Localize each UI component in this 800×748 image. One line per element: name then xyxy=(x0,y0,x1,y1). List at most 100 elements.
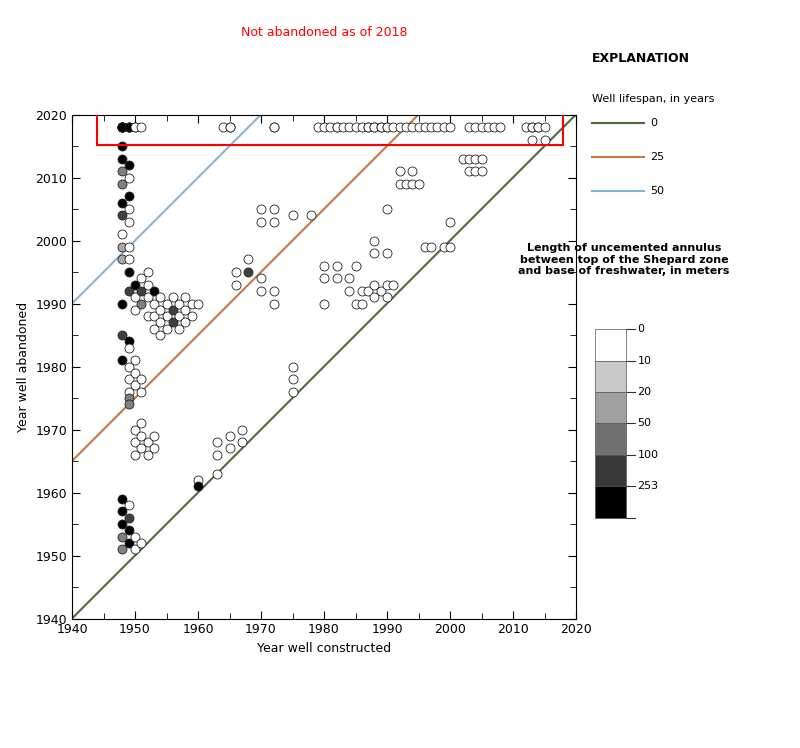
Point xyxy=(494,121,507,133)
Point xyxy=(368,279,381,291)
Point xyxy=(374,285,387,297)
Point xyxy=(142,266,154,278)
Point xyxy=(286,361,299,373)
Point xyxy=(116,121,129,133)
Point xyxy=(135,272,148,284)
Point xyxy=(116,329,129,341)
Point xyxy=(519,121,532,133)
Point xyxy=(406,121,418,133)
Point xyxy=(147,442,160,454)
Point xyxy=(173,310,186,322)
Point xyxy=(154,304,166,316)
Point xyxy=(399,178,412,190)
Point xyxy=(122,171,135,183)
Point xyxy=(179,316,192,328)
Point xyxy=(412,178,425,190)
Point xyxy=(236,423,249,435)
Point xyxy=(129,121,142,133)
Point xyxy=(116,543,129,555)
Point xyxy=(406,165,418,177)
Point xyxy=(147,322,160,334)
Point xyxy=(526,121,538,133)
Point xyxy=(122,524,135,536)
Text: 20: 20 xyxy=(638,387,652,397)
Point xyxy=(129,436,142,448)
Point xyxy=(374,121,387,133)
Point xyxy=(116,121,129,133)
Point xyxy=(129,367,142,378)
Point xyxy=(381,203,394,215)
Point xyxy=(116,493,129,505)
Point xyxy=(368,291,381,303)
Text: 10: 10 xyxy=(638,355,651,366)
Point xyxy=(349,298,362,310)
Point xyxy=(122,537,135,549)
X-axis label: Year well constructed: Year well constructed xyxy=(257,642,391,655)
Point xyxy=(223,430,236,442)
Point xyxy=(254,203,267,215)
Point xyxy=(217,121,230,133)
Point xyxy=(387,121,400,133)
Text: 50: 50 xyxy=(638,418,651,429)
Point xyxy=(179,304,192,316)
Point xyxy=(532,121,545,133)
Point xyxy=(469,153,482,165)
Point xyxy=(368,121,381,133)
Point xyxy=(399,121,412,133)
Point xyxy=(116,298,129,310)
Point xyxy=(488,121,501,133)
Point xyxy=(122,254,135,266)
Text: 0: 0 xyxy=(638,324,645,334)
Point xyxy=(438,121,450,133)
Point xyxy=(129,304,142,316)
Point xyxy=(154,316,166,328)
Point xyxy=(438,241,450,253)
Point xyxy=(116,530,129,542)
Point xyxy=(122,159,135,171)
Point xyxy=(475,121,488,133)
Point xyxy=(129,379,142,391)
Point xyxy=(394,178,406,190)
Point xyxy=(286,386,299,398)
Point xyxy=(230,266,242,278)
Point xyxy=(154,329,166,341)
Point xyxy=(362,121,374,133)
Point xyxy=(318,272,330,284)
Point xyxy=(192,298,205,310)
Point xyxy=(418,121,431,133)
Point xyxy=(362,121,374,133)
Point xyxy=(142,310,154,322)
Point xyxy=(173,322,186,334)
Point xyxy=(166,291,179,303)
Point xyxy=(394,121,406,133)
Point xyxy=(482,121,494,133)
Point xyxy=(286,373,299,385)
Point xyxy=(267,121,280,133)
Point xyxy=(475,153,488,165)
Point xyxy=(116,121,129,133)
Point xyxy=(210,449,223,461)
Point xyxy=(431,121,444,133)
Point xyxy=(122,285,135,297)
Point xyxy=(368,121,381,133)
Point xyxy=(186,310,198,322)
Point xyxy=(135,430,148,442)
Point xyxy=(368,235,381,247)
Point xyxy=(444,241,457,253)
Point xyxy=(462,121,475,133)
Point xyxy=(154,291,166,303)
Point xyxy=(116,209,129,221)
Point xyxy=(267,121,280,133)
Point xyxy=(135,386,148,398)
Point xyxy=(129,279,142,291)
Point xyxy=(160,322,173,334)
Point xyxy=(122,191,135,203)
Point xyxy=(330,260,343,272)
Point xyxy=(129,449,142,461)
Point xyxy=(122,121,135,133)
Point xyxy=(122,373,135,385)
Point xyxy=(381,121,394,133)
Point xyxy=(469,121,482,133)
Point xyxy=(381,247,394,259)
Point xyxy=(374,121,387,133)
